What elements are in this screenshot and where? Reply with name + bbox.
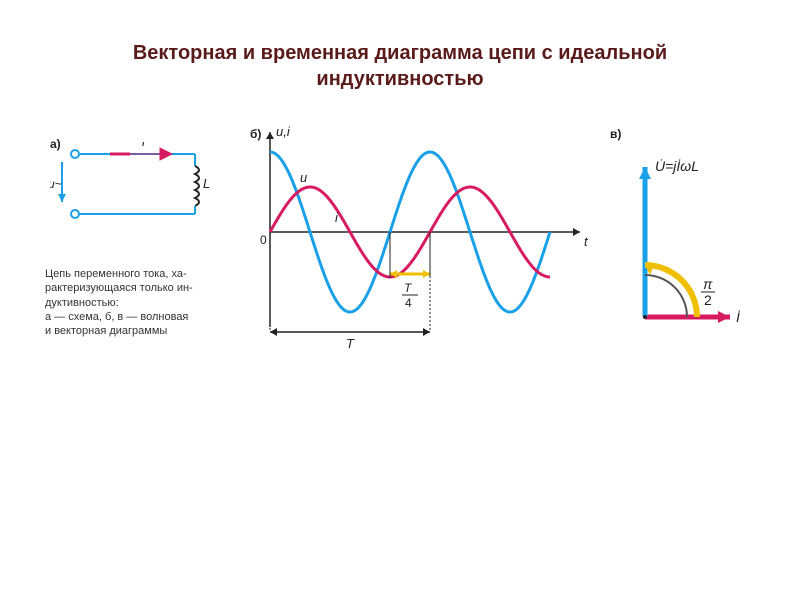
svg-text:t: t [584, 234, 589, 249]
svg-text:L: L [203, 176, 210, 191]
svg-text:π: π [703, 276, 713, 292]
diagram-area: а) б) в) iu~L Цепь переменного тока, ха-… [0, 112, 800, 572]
caption-l3: дуктивностью: [45, 297, 119, 309]
caption-l1: Цепь переменного тока, ха- [45, 268, 187, 280]
svg-text:u,i: u,i [276, 124, 291, 139]
circuit-diagram: i u~ L [50, 142, 220, 252]
caption-l5: и векторная диаграммы [45, 325, 167, 337]
vector-diagram: π2 U̇=jİωL İ [620, 122, 780, 352]
svg-text:i: i [142, 142, 146, 149]
svg-text:u: u [300, 170, 307, 185]
svg-text:2: 2 [704, 292, 712, 308]
svg-text:İ: İ [736, 309, 741, 325]
wave-diagram: u,it0uiT4T [250, 122, 590, 402]
caption-l2: рактеризующаяся только ин- [45, 282, 193, 294]
caption-block: Цепь переменного тока, ха- рактеризующая… [45, 267, 193, 338]
svg-text:T: T [404, 281, 413, 295]
title-line1: Векторная и временная диаграмма цепи с и… [133, 42, 667, 64]
svg-text:u~: u~ [50, 177, 62, 191]
title-line2: индуктивностью [316, 68, 483, 90]
svg-text:U̇=jİωL: U̇=jİωL [655, 158, 699, 174]
svg-text:4: 4 [405, 296, 412, 310]
svg-text:T: T [346, 336, 355, 351]
caption-l4: а — схема, б, в — волновая [45, 311, 188, 323]
svg-text:0: 0 [260, 233, 267, 247]
